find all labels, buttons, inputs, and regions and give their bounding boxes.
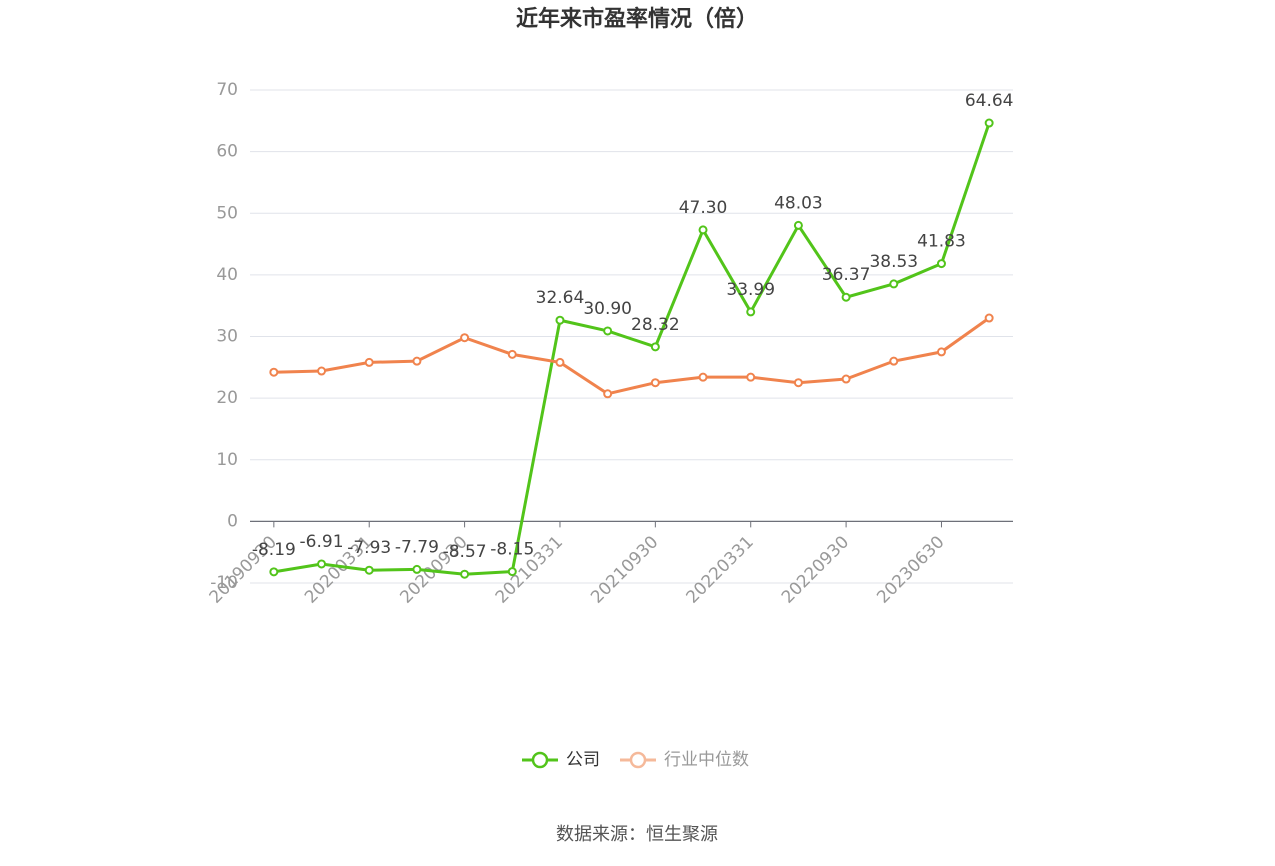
chart-title: 近年来市盈率情况（倍） — [516, 6, 758, 32]
data-label: 48.03 — [774, 193, 823, 213]
data-point — [793, 378, 803, 388]
series-line — [273, 122, 991, 576]
data-point — [269, 367, 279, 377]
y-tick-label: 10 — [216, 450, 238, 470]
data-label: -7.79 — [395, 537, 439, 557]
y-tick-label: 70 — [216, 80, 238, 100]
data-point — [984, 313, 994, 323]
y-tick-label: 60 — [216, 142, 238, 162]
y-tick-label: 50 — [216, 203, 238, 223]
data-point — [364, 565, 374, 575]
legend-label: 公司 — [566, 750, 600, 770]
data-point — [603, 326, 613, 336]
x-tick-label: 20220331 — [682, 532, 757, 607]
data-point — [364, 357, 374, 367]
data-label: 32.64 — [536, 288, 585, 308]
data-label: 33.99 — [726, 280, 775, 300]
data-label: -8.57 — [443, 542, 487, 562]
legend-label: 行业中位数 — [664, 750, 749, 770]
data-point — [603, 389, 613, 399]
data-point — [650, 342, 660, 352]
x-tick-label: 20230630 — [873, 532, 948, 607]
data-label: 28.32 — [631, 315, 680, 335]
data-label: 41.83 — [917, 232, 966, 252]
data-label: 64.64 — [965, 91, 1014, 111]
legend-marker — [531, 751, 549, 769]
data-point — [507, 567, 517, 577]
x-tick-label: 20220930 — [778, 532, 853, 607]
data-point — [698, 225, 708, 235]
data-point — [507, 349, 517, 359]
data-point — [412, 564, 422, 574]
y-tick-label: 0 — [227, 511, 238, 531]
x-tick-label: 20210930 — [587, 532, 662, 607]
data-point — [746, 372, 756, 382]
data-label: 36.37 — [822, 265, 871, 285]
legend-marker — [629, 751, 647, 769]
data-label: -8.19 — [252, 540, 296, 560]
data-point — [793, 220, 803, 230]
series-line — [273, 316, 991, 396]
data-point — [317, 366, 327, 376]
data-point — [650, 378, 660, 388]
y-tick-label: 30 — [216, 327, 238, 347]
data-label: -6.91 — [300, 532, 344, 552]
data-point — [269, 567, 279, 577]
data-point — [555, 357, 565, 367]
data-point — [984, 118, 994, 128]
data-label: 47.30 — [679, 198, 728, 218]
data-point — [841, 374, 851, 384]
y-tick-label: -10 — [210, 573, 238, 593]
data-point — [889, 356, 899, 366]
data-point — [460, 333, 470, 343]
data-label: -8.15 — [490, 540, 534, 560]
data-point — [460, 569, 470, 579]
data-label: -7.93 — [347, 538, 391, 558]
y-tick-label: 20 — [216, 388, 238, 408]
data-point — [746, 307, 756, 317]
data-label: 38.53 — [869, 252, 918, 272]
data-point — [936, 347, 946, 357]
data-point — [889, 279, 899, 289]
y-tick-label: 40 — [216, 265, 238, 285]
data-point — [555, 315, 565, 325]
data-point — [841, 292, 851, 302]
data-point — [698, 372, 708, 382]
data-point — [317, 559, 327, 569]
data-label: 30.90 — [583, 299, 632, 319]
data-point — [412, 356, 422, 366]
data-point — [936, 259, 946, 269]
source: 数据来源：恒生聚源 — [556, 824, 718, 845]
